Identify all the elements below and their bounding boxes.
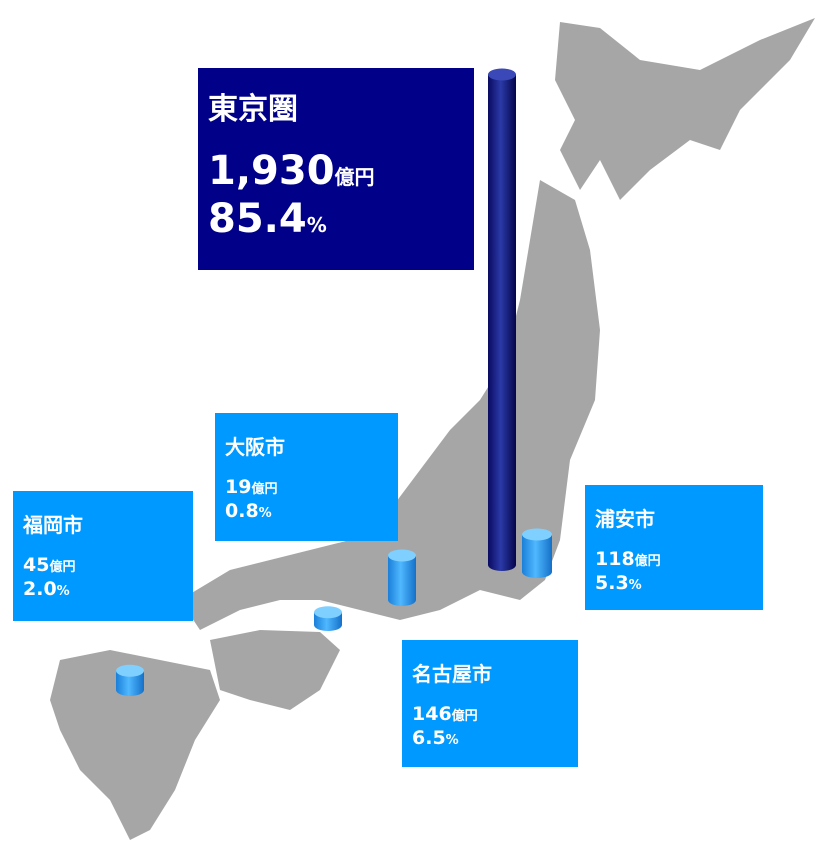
region-name: 東京圏 — [208, 92, 298, 127]
region-label: 東京圏 1,930億円 85.4% — [198, 68, 474, 270]
cylinder — [116, 670, 144, 696]
cylinder-top — [314, 606, 342, 619]
share-value: 2.0 — [23, 578, 57, 600]
region-name: 浦安市 — [595, 507, 655, 531]
amount: 118億円 — [595, 548, 753, 570]
amount-unit: 億円 — [634, 554, 661, 569]
share-value: 6.5 — [412, 727, 446, 749]
cylinder-top — [388, 549, 416, 562]
amount: 146億円 — [412, 703, 568, 725]
share-value: 5.3 — [595, 572, 629, 594]
amount: 45億円 — [23, 554, 183, 576]
share: 5.3% — [595, 572, 753, 594]
amount-value: 146 — [412, 703, 452, 725]
cylinder — [522, 534, 552, 578]
cylinder — [388, 555, 416, 606]
share-unit: % — [306, 213, 327, 237]
region-label: 名古屋市 146億円 6.5% — [402, 640, 578, 767]
share-unit: % — [56, 584, 70, 599]
region-label: 福岡市 45億円 2.0% — [13, 491, 193, 621]
region-name: 福岡市 — [23, 513, 83, 537]
cylinder — [488, 74, 516, 571]
share-unit: % — [445, 733, 459, 748]
share-value: 0.8 — [225, 500, 259, 522]
region-name: 名古屋市 — [412, 662, 492, 686]
amount-unit: 億円 — [49, 560, 76, 575]
share: 0.8% — [225, 500, 388, 522]
cylinder-top — [522, 528, 552, 541]
cylinder-top — [488, 68, 516, 81]
amount-unit: 億円 — [251, 482, 278, 497]
cylinder-top — [116, 664, 144, 677]
amount-value: 118 — [595, 548, 635, 570]
share: 6.5% — [412, 727, 568, 749]
region-name: 大阪市 — [225, 435, 285, 459]
region-label: 大阪市 19億円 0.8% — [215, 413, 398, 541]
share: 85.4% — [208, 196, 464, 242]
amount: 1,930億円 — [208, 148, 464, 194]
amount-value: 19 — [225, 476, 252, 498]
share-value: 85.4 — [208, 196, 307, 242]
amount-value: 1,930 — [208, 148, 335, 194]
amount: 19億円 — [225, 476, 388, 498]
share-unit: % — [258, 506, 272, 521]
share-unit: % — [628, 578, 642, 593]
amount-unit: 億円 — [451, 709, 478, 724]
amount-value: 45 — [23, 554, 50, 576]
share: 2.0% — [23, 578, 183, 600]
region-label: 浦安市 118億円 5.3% — [585, 485, 763, 610]
amount-unit: 億円 — [334, 165, 375, 189]
